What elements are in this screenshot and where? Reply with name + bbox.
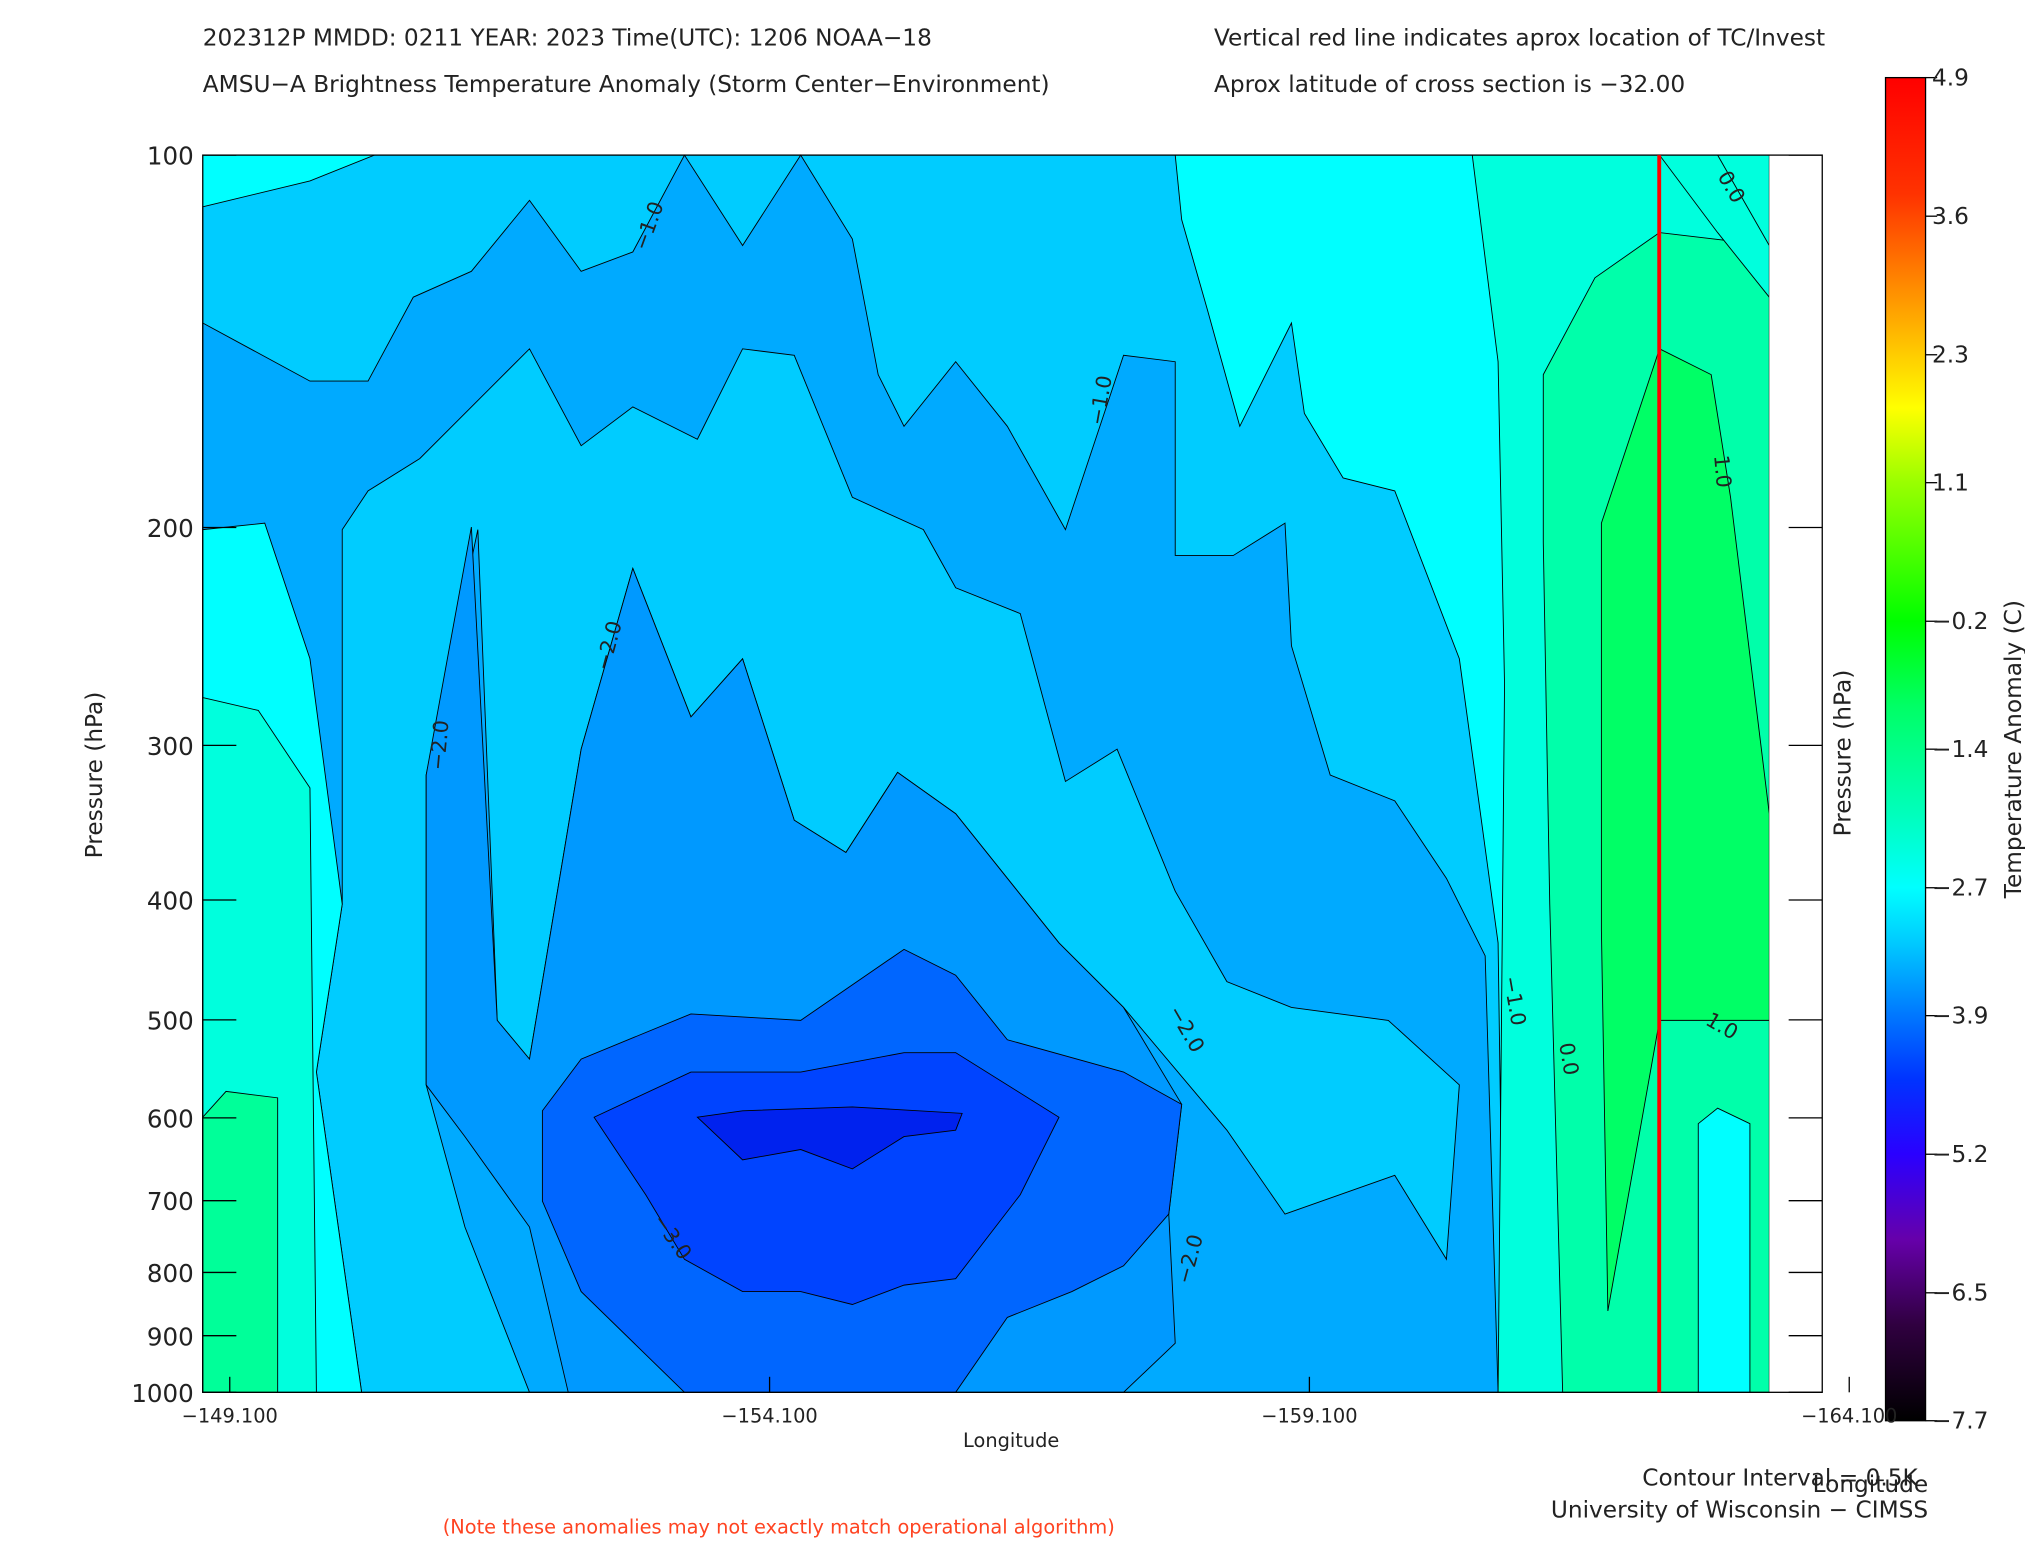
chart-title: 202312P MMDD: 0211 YEAR: 2023 Time(UTC):… (203, 24, 932, 51)
contour-fill (202, 154, 1770, 1393)
colorbar-tick-label: −1.4 (1932, 736, 1988, 763)
contour-band (696, 1106, 963, 1170)
blank-strip (1769, 155, 1823, 1393)
colorbar-tick-label: −7.7 (1932, 1408, 1988, 1435)
colorbar-tick-label: −2.7 (1932, 875, 1988, 902)
annotation: Vertical red line indicates aprox locati… (1214, 24, 1825, 51)
colorbar-tick-label: −3.9 (1932, 1002, 1988, 1029)
y-tick-label: 600 (147, 1104, 194, 1133)
y2-axis-label: Pressure (hPa) (1830, 670, 1857, 837)
y-tick-label: 200 (147, 514, 194, 543)
contour-band (1697, 1107, 1751, 1393)
y-tick-label: 100 (147, 142, 194, 171)
colorbar-tick-label: 1.1 (1932, 469, 1969, 496)
colorbar-tick-label: 3.6 (1932, 203, 1969, 230)
chart-subtitle: AMSU−A Brightness Temperature Anomaly (S… (203, 71, 1050, 98)
colorbar-tick-label: 4.9 (1932, 64, 1969, 91)
annotation: Contour Interval = 0.5K (1642, 1464, 1918, 1491)
x-tick-label: −159.100 (1261, 1404, 1357, 1427)
annotation: University of Wisconsin − CIMSS (1551, 1497, 1928, 1524)
note: (Note these anomalies may not exactly ma… (443, 1515, 1115, 1538)
colorbar (1884, 76, 1927, 1422)
y-tick-label: 500 (147, 1006, 194, 1035)
contour-label: 0.0 (1554, 1041, 1583, 1078)
x-axis-label: Longitude (963, 1429, 1059, 1452)
colorbar-tick-label: 2.3 (1932, 342, 1969, 369)
y-tick-label: 400 (147, 887, 194, 916)
x-tick-label: −154.100 (721, 1404, 817, 1427)
colorbar-label: Temperature Anomaly (C) (2000, 600, 2025, 899)
contour-label: −2.0 (425, 719, 453, 771)
contour-band (202, 1090, 279, 1393)
annotation: Aprox latitude of cross section is −32.0… (1214, 71, 1685, 98)
y-tick-label: 1000 (131, 1379, 193, 1408)
x-tick-label: −164.100 (1801, 1404, 1897, 1427)
x2-axis-label: Longitude (1813, 1471, 1929, 1498)
plot-frame (202, 154, 1823, 1393)
y-tick-label: 300 (147, 732, 194, 761)
colorbar-tick-label: −5.2 (1932, 1141, 1988, 1168)
y-tick-label: 900 (147, 1322, 194, 1351)
y-tick-label: 800 (147, 1259, 194, 1288)
colorbar-tick-label: −0.2 (1932, 608, 1988, 635)
y-axis-label: Pressure (hPa) (81, 692, 108, 859)
x-tick-label: −149.100 (182, 1404, 278, 1427)
y-tick-label: 700 (147, 1187, 194, 1216)
colorbar-tick-label: −6.5 (1932, 1280, 1988, 1307)
contour-label: 1.0 (1709, 454, 1736, 489)
